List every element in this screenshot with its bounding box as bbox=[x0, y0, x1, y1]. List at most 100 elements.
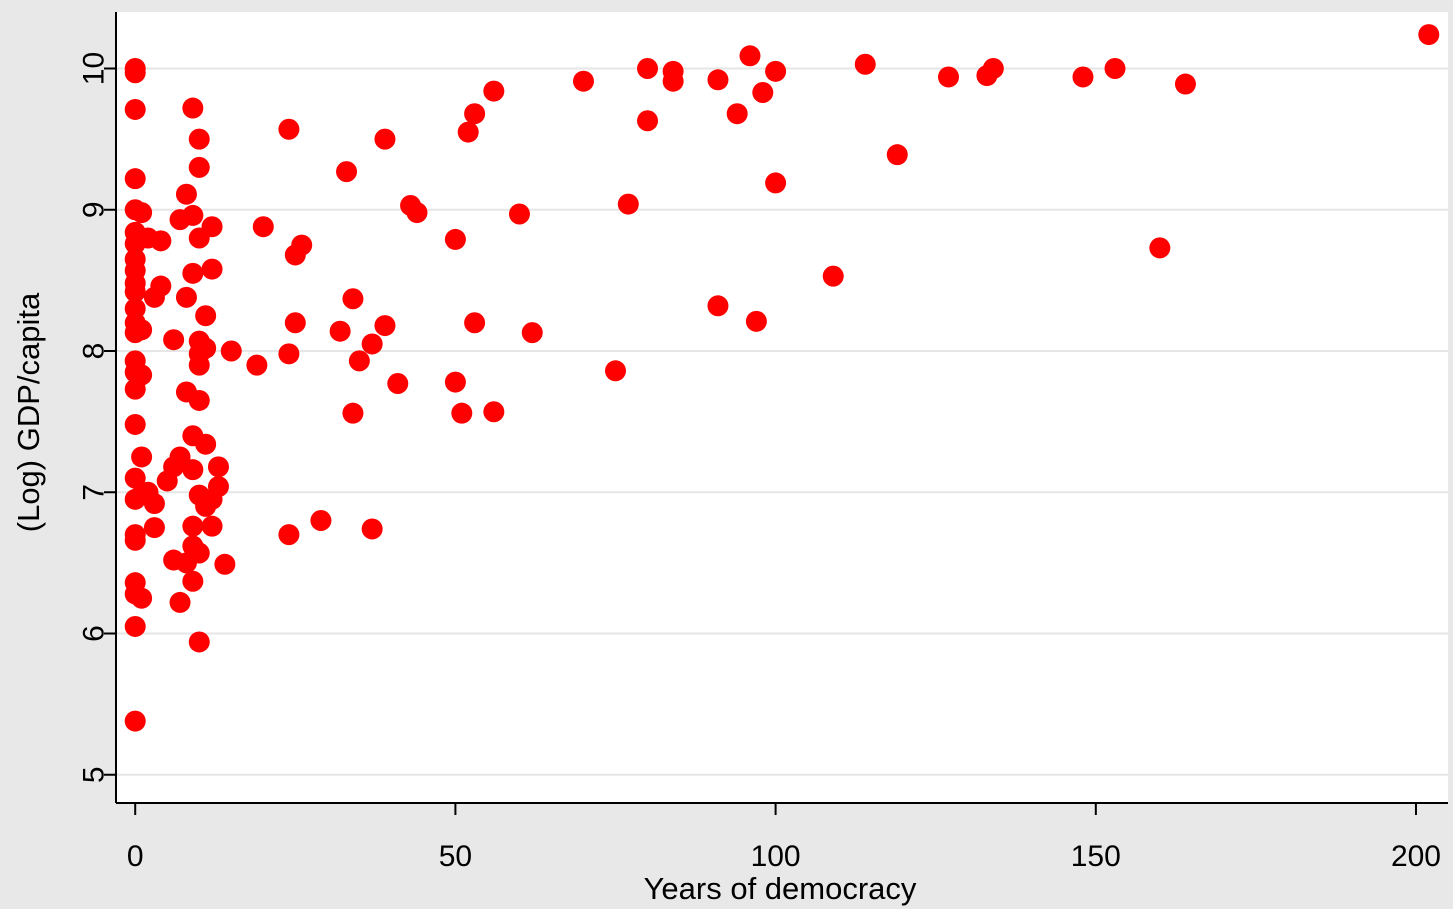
data-point bbox=[483, 401, 505, 423]
data-point bbox=[451, 402, 473, 424]
data-point bbox=[252, 216, 274, 238]
data-point bbox=[278, 343, 300, 365]
data-point bbox=[336, 161, 358, 183]
data-point bbox=[163, 329, 185, 351]
data-point bbox=[822, 265, 844, 287]
data-point bbox=[175, 183, 197, 205]
data-point bbox=[195, 305, 217, 327]
data-point bbox=[175, 286, 197, 308]
data-point bbox=[464, 103, 486, 125]
y-tick-label: 10 bbox=[78, 52, 111, 85]
plot-area bbox=[116, 12, 1448, 803]
y-tick-label: 6 bbox=[78, 625, 111, 642]
axes bbox=[115, 12, 1448, 804]
data-point bbox=[1072, 66, 1094, 88]
data-point bbox=[278, 118, 300, 140]
data-point bbox=[188, 389, 210, 411]
data-point bbox=[195, 495, 217, 517]
data-point bbox=[387, 372, 409, 394]
data-point bbox=[374, 315, 396, 337]
data-point bbox=[124, 710, 146, 732]
data-point bbox=[765, 60, 787, 82]
data-point bbox=[617, 193, 639, 215]
data-point bbox=[124, 98, 146, 120]
data-point bbox=[464, 312, 486, 334]
data-point bbox=[342, 288, 364, 310]
data-point bbox=[854, 53, 876, 75]
data-point bbox=[195, 433, 217, 455]
data-point bbox=[1149, 237, 1171, 259]
data-point bbox=[374, 128, 396, 150]
data-point bbox=[188, 227, 210, 249]
data-point bbox=[310, 510, 332, 531]
y-tick-label: 7 bbox=[78, 484, 111, 501]
data-point bbox=[605, 360, 626, 382]
x-tick-label: 200 bbox=[1391, 840, 1441, 873]
data-point bbox=[124, 413, 146, 435]
data-point bbox=[707, 295, 729, 317]
data-point bbox=[201, 258, 223, 280]
data-point bbox=[291, 234, 313, 256]
x-tick-label: 0 bbox=[127, 840, 144, 873]
data-point bbox=[220, 340, 242, 362]
data-point bbox=[207, 456, 229, 478]
y-tick-label: 5 bbox=[78, 766, 111, 783]
data-point bbox=[739, 45, 761, 67]
data-point bbox=[1418, 24, 1440, 46]
data-point bbox=[182, 204, 204, 226]
data-point bbox=[521, 322, 543, 344]
data-point bbox=[143, 517, 165, 539]
data-point bbox=[444, 371, 466, 393]
data-point bbox=[131, 587, 153, 609]
data-point bbox=[124, 467, 146, 489]
y-tick-label: 9 bbox=[78, 201, 111, 218]
data-point bbox=[361, 518, 383, 540]
x-tick-label: 150 bbox=[1071, 840, 1121, 873]
data-point bbox=[662, 70, 684, 92]
data-point bbox=[1104, 58, 1126, 79]
data-point bbox=[246, 354, 268, 376]
data-point bbox=[745, 310, 767, 332]
data-point bbox=[169, 591, 191, 613]
data-point bbox=[483, 80, 505, 102]
data-point bbox=[726, 103, 748, 125]
ticks: 0 50 100 150 200 5 6 7 8 9 10 bbox=[78, 52, 1442, 873]
data-point bbox=[284, 312, 306, 334]
data-point bbox=[444, 228, 466, 250]
data-point bbox=[406, 202, 428, 224]
data-point bbox=[124, 378, 146, 400]
data-point bbox=[143, 493, 165, 515]
data-point bbox=[508, 203, 530, 225]
data-point bbox=[982, 58, 1004, 79]
y-tick-label: 8 bbox=[78, 343, 111, 360]
data-point bbox=[124, 529, 146, 551]
data-point bbox=[361, 333, 383, 355]
data-point bbox=[131, 202, 153, 224]
data-point bbox=[188, 156, 210, 178]
data-point bbox=[188, 354, 210, 376]
data-point bbox=[182, 570, 204, 592]
data-point bbox=[329, 320, 351, 342]
x-tick-label: 50 bbox=[439, 840, 472, 873]
data-point bbox=[765, 172, 787, 194]
data-point bbox=[188, 128, 210, 150]
data-point bbox=[124, 615, 146, 637]
y-axis-label: (Log) GDP/capita bbox=[11, 292, 46, 532]
data-point bbox=[124, 62, 146, 84]
data-point bbox=[182, 262, 204, 284]
data-point bbox=[572, 70, 594, 92]
data-point bbox=[214, 553, 236, 575]
data-point bbox=[457, 121, 479, 143]
data-point bbox=[182, 515, 204, 537]
data-point bbox=[175, 552, 197, 574]
data-point bbox=[938, 66, 959, 88]
data-point bbox=[156, 470, 178, 492]
data-point bbox=[182, 459, 204, 481]
data-point bbox=[124, 168, 146, 190]
data-point bbox=[707, 69, 729, 91]
data-point bbox=[1174, 73, 1196, 95]
data-point bbox=[278, 524, 300, 546]
data-point bbox=[637, 110, 659, 132]
